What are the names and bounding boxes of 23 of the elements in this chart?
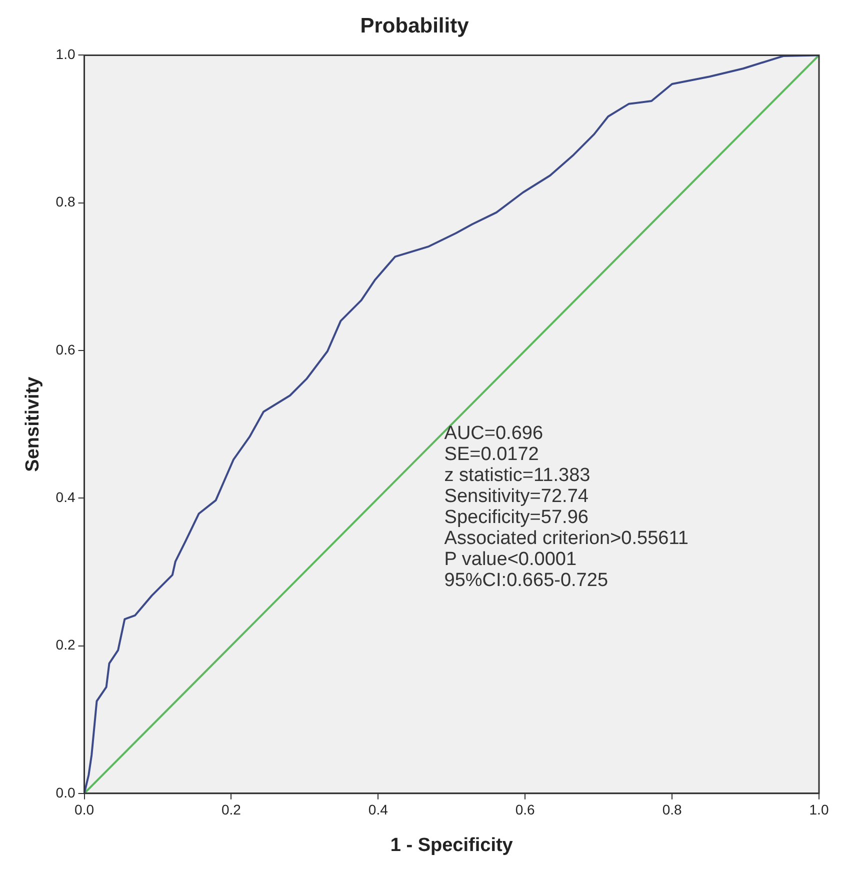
y-tick-label: 0.6 [56, 341, 76, 358]
x-tick-label: 1.0 [809, 802, 829, 818]
y-axis-title: Sensitivity [22, 376, 44, 472]
y-tick-label: 0.0 [56, 784, 76, 800]
annotation: SE=0.0172 [444, 444, 539, 466]
annotation: AUC=0.696 [444, 423, 544, 444]
annotation: z statistic=11.383 [444, 465, 590, 486]
y-tick-label: 0.2 [56, 636, 76, 653]
annotation: Sensitivity=72.74 [444, 486, 589, 508]
x-tick-label: 0.2 [221, 802, 242, 818]
annotation: Specificity=57.96 [444, 507, 588, 528]
annotation: Associated criterion>0.55611 [444, 528, 688, 550]
x-axis-title: 1 - Specificity [390, 834, 514, 856]
chart-title: Probability [360, 14, 470, 38]
annotation: 95%CI:0.665-0.725 [444, 570, 608, 592]
x-tick-label: 0.0 [74, 802, 94, 818]
y-tick-label: 0.4 [56, 488, 76, 505]
y-tick-label: 1.0 [56, 46, 76, 62]
annotation: P value<0.0001 [444, 549, 577, 570]
x-tick-label: 0.8 [662, 802, 682, 818]
x-tick-label: 0.6 [515, 802, 536, 818]
x-tick-label: 0.4 [368, 802, 388, 818]
y-tick-label: 0.8 [56, 194, 76, 210]
